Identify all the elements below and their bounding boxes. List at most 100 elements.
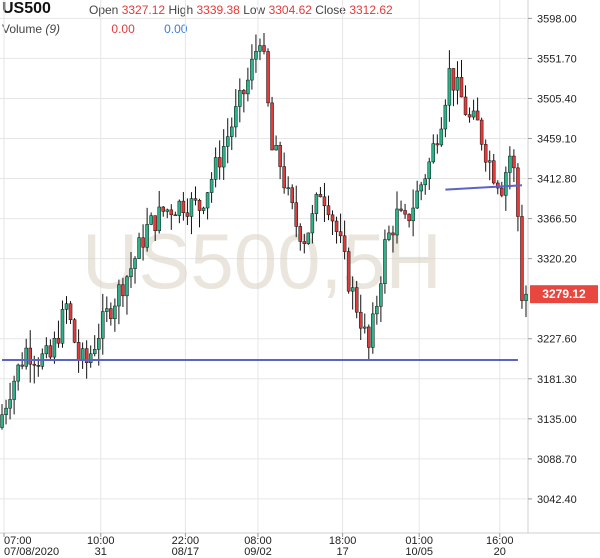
candle-body bbox=[508, 155, 512, 173]
y-tick-label: 3088.70 bbox=[537, 454, 577, 466]
last-price-badge bbox=[530, 285, 598, 304]
y-tick-label: 3598.00 bbox=[537, 13, 577, 25]
candle-body bbox=[403, 210, 407, 215]
candle-body bbox=[427, 161, 432, 179]
candle-body bbox=[330, 214, 335, 222]
candle-body bbox=[109, 308, 113, 319]
candle-body bbox=[298, 226, 303, 242]
candle-body bbox=[354, 287, 359, 313]
candle-body bbox=[520, 216, 524, 301]
candle-body bbox=[443, 104, 448, 130]
candle-body bbox=[48, 345, 53, 358]
candle-body bbox=[423, 178, 427, 186]
x-tick-time: 01:00 bbox=[405, 535, 433, 547]
candle-body bbox=[0, 414, 4, 428]
candle-body bbox=[379, 283, 383, 307]
candle-body bbox=[197, 199, 202, 211]
candle-body bbox=[375, 306, 379, 315]
price-axis[interactable]: 3598.00 3551.70 3505.40 3459.10 3412.80 3366.… bbox=[528, 13, 577, 506]
candle-body bbox=[455, 77, 460, 91]
volume-value-1: 0.00 bbox=[111, 22, 135, 36]
last-price-marker: 3279.12 bbox=[530, 285, 598, 304]
x-tick-date: 10/05 bbox=[405, 546, 433, 558]
last-price-label: 3279.12 bbox=[542, 287, 586, 301]
candle-body bbox=[234, 106, 238, 128]
x-tick-time: 22:00 bbox=[172, 535, 200, 547]
candle-body bbox=[213, 157, 218, 180]
candle-body bbox=[371, 313, 375, 348]
candle-body bbox=[20, 364, 24, 367]
candle-body bbox=[346, 251, 351, 292]
candle-body bbox=[363, 326, 367, 329]
candle-body bbox=[121, 284, 125, 297]
candle-body bbox=[383, 239, 387, 284]
y-tick-label: 3042.40 bbox=[537, 494, 577, 506]
candle-body bbox=[459, 77, 464, 98]
candle-body bbox=[225, 136, 230, 147]
candle-body bbox=[193, 198, 198, 201]
x-tick-date: 08/17 bbox=[172, 546, 200, 558]
candle-body bbox=[201, 207, 206, 211]
candle-body bbox=[395, 208, 399, 236]
candle-body bbox=[278, 145, 282, 167]
y-tick-label: 3505.40 bbox=[537, 93, 577, 105]
grid bbox=[0, 0, 600, 534]
candle-body bbox=[113, 305, 117, 319]
candle-body bbox=[415, 190, 419, 209]
candle-body bbox=[411, 207, 415, 222]
x-tick-time: 08:00 bbox=[244, 535, 272, 547]
close-value: 3312.62 bbox=[349, 3, 393, 17]
candle-body bbox=[334, 220, 339, 232]
candle-body bbox=[189, 198, 194, 217]
candle-body bbox=[294, 202, 298, 227]
candle-body bbox=[286, 187, 290, 189]
candle-body bbox=[56, 337, 61, 344]
candle-body bbox=[157, 206, 161, 232]
candle-body bbox=[221, 146, 226, 168]
candle-body bbox=[326, 205, 331, 216]
candle-body bbox=[310, 213, 315, 234]
y-tick-label: 3412.80 bbox=[537, 174, 577, 186]
candle-body bbox=[274, 145, 278, 151]
trendline[interactable] bbox=[445, 184, 523, 191]
candle-body bbox=[496, 182, 500, 189]
candle-body bbox=[491, 160, 496, 184]
candle-body bbox=[8, 399, 12, 409]
candle-body bbox=[165, 209, 170, 212]
candle-body bbox=[173, 214, 178, 217]
candle-body bbox=[72, 319, 77, 343]
trendlines[interactable] bbox=[2, 184, 523, 362]
x-tick-time: 07:00 bbox=[4, 535, 32, 547]
x-tick-date: 31 bbox=[95, 546, 107, 558]
candle-body bbox=[358, 311, 363, 329]
candle-body bbox=[250, 58, 254, 81]
x-tick-date: 17 bbox=[336, 546, 348, 558]
candle-body bbox=[12, 380, 16, 400]
y-tick-label: 3181.30 bbox=[537, 374, 577, 386]
candle-body bbox=[483, 144, 488, 163]
candle-body bbox=[479, 119, 484, 145]
y-tick-label: 3320.20 bbox=[537, 254, 577, 266]
y-tick-label: 3551.70 bbox=[537, 53, 577, 65]
candle-body bbox=[399, 208, 403, 211]
candle-body bbox=[262, 45, 266, 52]
x-tick-date: 20 bbox=[494, 546, 506, 558]
candle-body bbox=[76, 342, 81, 361]
candle-body bbox=[238, 90, 242, 107]
candle-body bbox=[52, 337, 57, 358]
candle-body bbox=[487, 160, 492, 163]
candle-body bbox=[451, 68, 456, 91]
candle-body bbox=[16, 364, 20, 382]
candle-body bbox=[419, 184, 423, 192]
y-tick-label: 3366.50 bbox=[537, 214, 577, 226]
candle-body bbox=[141, 237, 145, 248]
candle-body bbox=[391, 232, 395, 236]
candle-body bbox=[209, 179, 214, 193]
candle-body bbox=[101, 311, 105, 339]
candle-body bbox=[230, 126, 234, 137]
candle-body bbox=[125, 276, 129, 297]
candle-body bbox=[88, 353, 93, 363]
y-tick-label: 3227.60 bbox=[537, 334, 577, 346]
